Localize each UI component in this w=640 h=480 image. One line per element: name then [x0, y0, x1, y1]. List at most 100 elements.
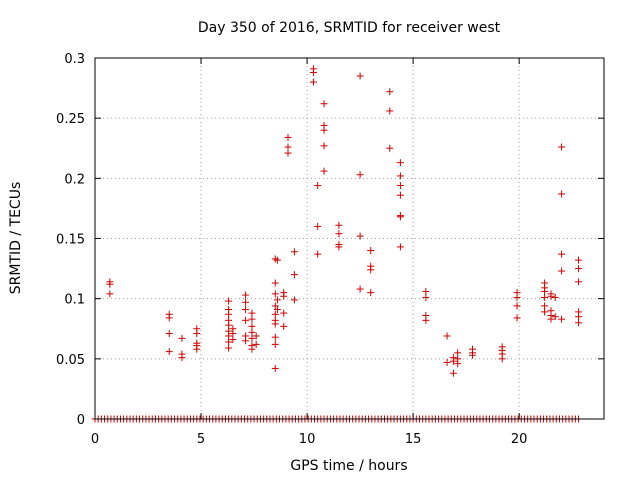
data-point: [547, 292, 555, 300]
data-point: [242, 316, 250, 324]
data-point: [242, 337, 250, 345]
data-point: [320, 126, 328, 134]
data-point: [165, 314, 173, 322]
y-tick-label: 0.3: [64, 52, 85, 67]
data-point: [367, 247, 375, 255]
data-point: [284, 143, 292, 151]
data-point: [314, 250, 322, 258]
data-point: [314, 182, 322, 190]
data-point: [320, 142, 328, 150]
x-tick-label: 0: [91, 432, 99, 447]
data-point: [178, 354, 186, 362]
data-point: [558, 315, 566, 323]
data-point: [271, 340, 279, 348]
y-tick-label: 0.1: [64, 293, 85, 308]
data-point: [106, 280, 114, 288]
data-point: [541, 287, 549, 295]
data-point: [242, 291, 250, 299]
data-point: [271, 279, 279, 287]
data-point: [271, 320, 279, 328]
data-point: [367, 289, 375, 297]
y-axis-label: SRMTID / TECUs: [8, 182, 24, 295]
data-point: [469, 351, 477, 359]
data-point: [225, 338, 233, 346]
data-point: [367, 266, 375, 274]
data-point: [225, 310, 233, 318]
data-point: [248, 334, 256, 342]
data-point: [106, 290, 114, 298]
x-axis-ticks: 0 5 10 15 20: [91, 58, 528, 447]
data-point: [273, 305, 281, 313]
data-point: [541, 293, 549, 301]
data-point: [422, 287, 430, 295]
data-point: [575, 256, 583, 264]
data-points: [106, 65, 583, 377]
y-tick-label: 0.2: [64, 172, 85, 187]
data-point: [575, 278, 583, 286]
data-point: [271, 302, 279, 310]
data-point: [252, 340, 260, 348]
data-point: [356, 72, 364, 80]
x-tick-label: 20: [511, 432, 528, 447]
data-point: [422, 293, 430, 301]
data-point: [558, 190, 566, 198]
data-point: [396, 182, 404, 190]
data-point: [396, 159, 404, 167]
data-point: [422, 316, 430, 324]
data-point: [454, 360, 462, 368]
data-point: [271, 364, 279, 372]
y-tick-label: 0.15: [56, 233, 85, 248]
data-point: [575, 265, 583, 273]
data-point: [513, 293, 521, 301]
y-tick-label: 0: [77, 413, 85, 428]
data-point: [225, 344, 233, 352]
data-point: [558, 250, 566, 258]
data-point: [558, 143, 566, 151]
x-tick-label: 10: [299, 432, 316, 447]
data-point: [165, 348, 173, 356]
data-point: [449, 369, 457, 377]
data-point: [225, 332, 233, 340]
data-point: [225, 321, 233, 329]
grid-lines: [95, 58, 604, 419]
data-point: [356, 285, 364, 293]
data-point: [541, 302, 549, 310]
data-point: [396, 213, 404, 221]
data-point: [320, 167, 328, 175]
data-point: [242, 305, 250, 313]
x-axis-label: GPS time / hours: [290, 458, 407, 474]
data-point: [248, 322, 256, 330]
data-point: [271, 333, 279, 341]
data-point: [271, 290, 279, 298]
data-point: [271, 310, 279, 318]
data-point: [443, 332, 451, 340]
data-point: [309, 68, 317, 76]
data-point: [541, 308, 549, 316]
data-point: [242, 298, 250, 306]
data-point: [229, 336, 237, 344]
data-point: [248, 345, 256, 353]
data-point: [284, 133, 292, 141]
data-point: [396, 243, 404, 251]
data-point: [335, 243, 343, 251]
data-point: [551, 293, 559, 301]
data-point: [498, 355, 506, 363]
data-point: [396, 172, 404, 180]
data-point: [252, 332, 260, 340]
data-point: [356, 171, 364, 179]
data-point: [280, 322, 288, 330]
data-point: [165, 330, 173, 338]
data-point: [320, 100, 328, 108]
data-point: [396, 191, 404, 199]
data-point: [290, 271, 298, 279]
data-point: [335, 221, 343, 229]
data-point: [386, 107, 394, 115]
data-point: [248, 315, 256, 323]
data-point: [575, 313, 583, 321]
data-point: [314, 222, 322, 230]
data-point: [449, 357, 457, 365]
y-tick-label: 0.25: [56, 112, 85, 127]
data-point: [454, 349, 462, 357]
data-point: [273, 256, 281, 264]
data-point: [229, 330, 237, 338]
